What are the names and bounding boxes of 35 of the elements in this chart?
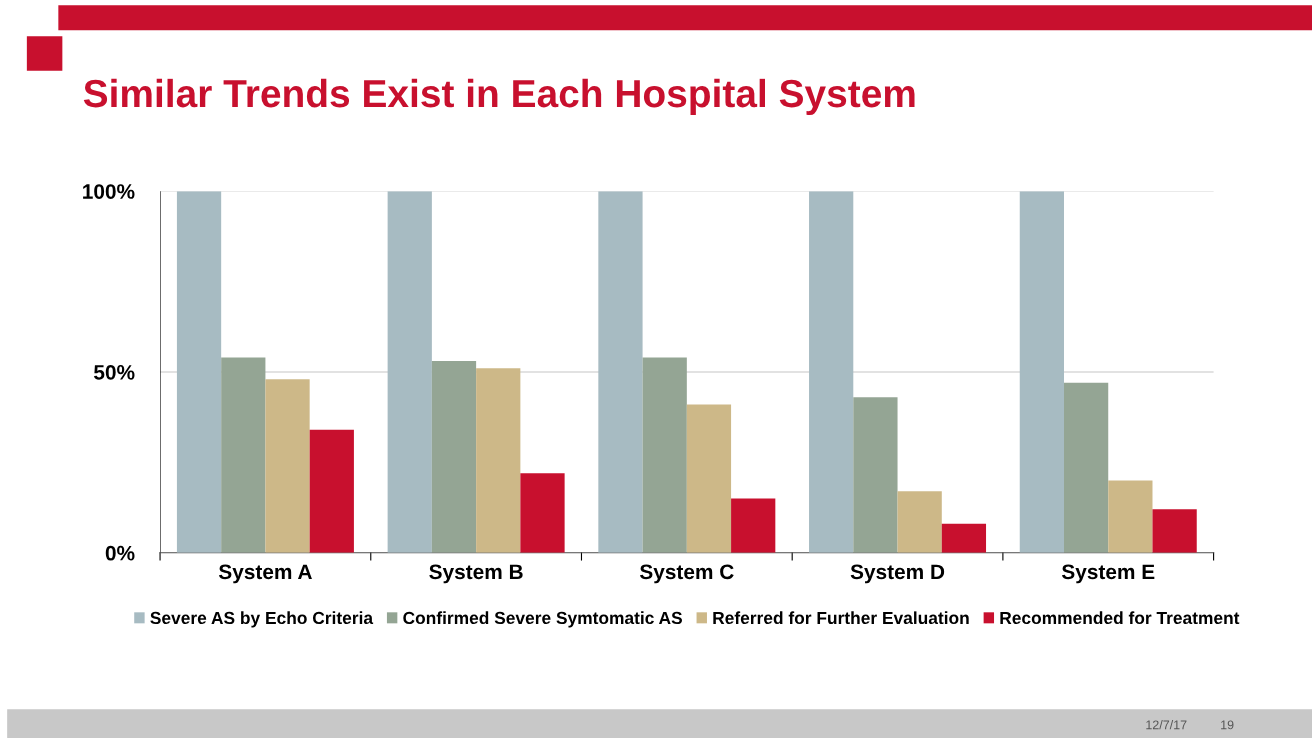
legend-label: Severe AS by Echo Criteria: [150, 611, 374, 628]
y-tick-label: 0%: [105, 545, 135, 561]
bar: [309, 429, 354, 553]
legend-label: Referred for Further Evaluation: [713, 611, 969, 625]
x-tick-label: System C: [639, 564, 734, 584]
bar: [686, 404, 732, 553]
y-tick-label: 100%: [83, 184, 135, 199]
bar: [809, 191, 854, 553]
bar: [1064, 382, 1109, 553]
legend-label: Recommended for Treatment: [1000, 611, 1240, 625]
bar: [598, 191, 643, 553]
bar: [520, 473, 565, 553]
chart-title: Similar Trends Exist in Each Hospital System: [83, 78, 915, 116]
bar: [431, 361, 477, 553]
bar: [265, 379, 310, 553]
text: 19: [1221, 720, 1234, 730]
bar: [642, 357, 687, 553]
x-tick-label: System B: [429, 564, 523, 584]
bar: [221, 357, 266, 553]
bar: [1152, 509, 1197, 553]
x-tick-label: System E: [1061, 564, 1155, 584]
bar: [941, 523, 987, 553]
bar: [476, 368, 521, 553]
x-tick-label: System A: [218, 564, 312, 584]
y-tick-label: 50%: [94, 364, 135, 380]
bar: [897, 491, 942, 553]
bar: [387, 191, 432, 553]
text: 12/7/17: [1146, 720, 1187, 730]
bar: [1019, 191, 1064, 553]
bar: [853, 397, 898, 553]
bar: [176, 191, 222, 553]
bar: [1108, 480, 1153, 553]
x-tick-label: System D: [850, 564, 945, 584]
bar: [731, 498, 776, 553]
legend-label: Confirmed Severe Symtomatic AS: [403, 611, 682, 628]
